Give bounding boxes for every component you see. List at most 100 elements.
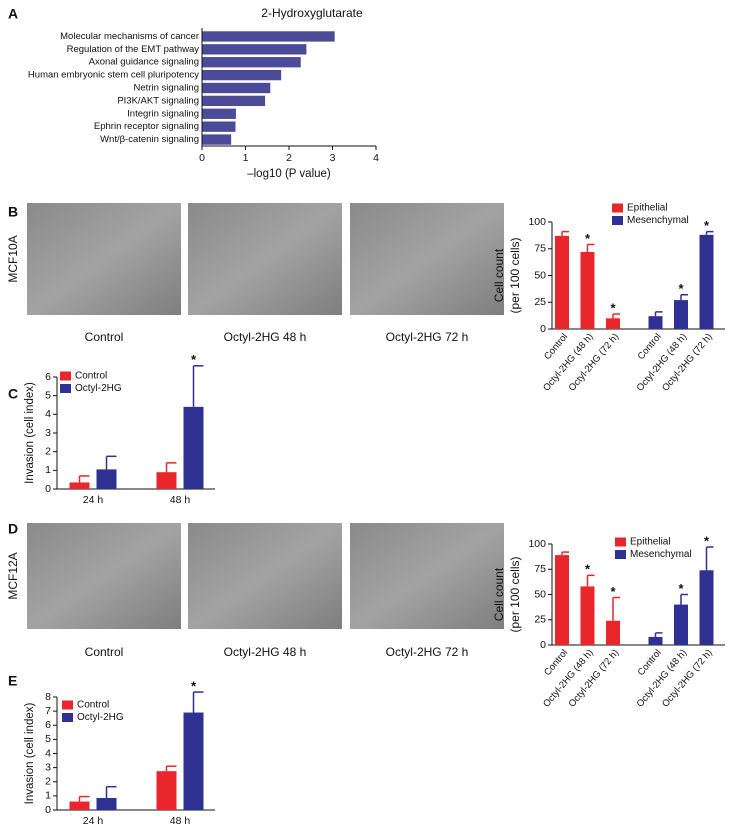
- y-tick-label: 5: [45, 389, 51, 401]
- y-tick-label: 5: [45, 733, 51, 745]
- y-tick-label: 0: [45, 804, 51, 816]
- significance: *: [585, 562, 591, 577]
- bar: [183, 712, 204, 810]
- row-label: MCF12A: [6, 552, 20, 599]
- micrograph: [188, 203, 342, 315]
- significance: *: [585, 231, 591, 246]
- x-tick-label: 24 h: [83, 494, 104, 506]
- significance: *: [704, 533, 710, 548]
- micrograph: [27, 203, 181, 315]
- bar: [606, 620, 620, 645]
- y-tick-label: 25: [534, 614, 546, 626]
- image-caption: Control: [85, 330, 124, 344]
- bar: [580, 251, 595, 329]
- significance: *: [191, 678, 197, 693]
- y-tick-label: 100: [528, 538, 546, 550]
- chart-title: 2-Hydroxyglutarate: [261, 6, 363, 20]
- y-axis-label: (per 100 cells): [508, 237, 522, 313]
- bar: [69, 482, 90, 489]
- y-tick-label: 75: [534, 243, 546, 255]
- bar: [69, 801, 90, 810]
- panel-letter: B: [8, 204, 18, 220]
- legend-swatch: [612, 203, 623, 213]
- micrograph: [350, 203, 504, 315]
- panel-letter: E: [8, 673, 17, 689]
- x-tick-label: 1: [243, 152, 249, 164]
- bar: [202, 82, 271, 94]
- legend-swatch: [62, 713, 73, 722]
- legend-label: Mesenchymal: [630, 549, 692, 560]
- y-axis-label: Invasion (cell index): [24, 703, 36, 805]
- y-tick-label: 100: [528, 216, 546, 228]
- y-tick-label: 2: [45, 445, 51, 457]
- legend-swatch: [615, 537, 626, 547]
- y-tick-label: 0: [540, 323, 546, 335]
- y-tick-label: 0: [45, 483, 51, 495]
- y-tick-label: 3: [45, 427, 51, 439]
- legend-label: Octyl-2HG: [77, 712, 124, 723]
- image-caption: Octyl-2HG 48 h: [224, 645, 307, 659]
- category-label: Wnt/β-catenin signaling: [100, 134, 199, 145]
- legend-swatch: [60, 371, 71, 381]
- panel-letter: D: [8, 521, 18, 537]
- bar: [202, 57, 301, 68]
- y-tick-label: 2: [45, 776, 51, 788]
- image-caption: Control: [85, 645, 124, 659]
- bar: [202, 95, 266, 107]
- x-tick-label: 3: [330, 152, 336, 164]
- y-tick-label: 75: [534, 563, 546, 575]
- y-tick-label: 25: [534, 296, 546, 308]
- legend-swatch: [612, 216, 623, 225]
- bar: [202, 134, 232, 145]
- y-tick-label: 0: [540, 639, 546, 651]
- x-tick-label: 48 h: [170, 494, 191, 506]
- y-tick-label: 6: [45, 371, 51, 383]
- x-tick-label: 24 h: [83, 815, 104, 827]
- bar: [606, 318, 620, 329]
- bar: [202, 44, 307, 55]
- bar: [555, 555, 569, 645]
- x-tick-label: 0: [199, 152, 205, 164]
- bar: [648, 636, 663, 645]
- y-axis-label: (per 100 cells): [508, 556, 522, 632]
- bar: [202, 121, 236, 132]
- significance: *: [610, 584, 616, 599]
- y-axis-label: Cell count: [492, 248, 506, 302]
- x-tick-label: 48 h: [170, 815, 191, 827]
- significance: *: [678, 281, 684, 296]
- category-label: PI3K/AKT signaling: [117, 95, 199, 106]
- bar: [555, 235, 569, 329]
- x-tick-label: 4: [373, 152, 379, 164]
- y-tick-label: 4: [45, 747, 51, 759]
- bar: [699, 234, 714, 329]
- significance: *: [704, 218, 710, 233]
- bar: [156, 771, 177, 810]
- bar: [183, 406, 204, 489]
- y-tick-label: 1: [45, 790, 51, 802]
- legend-label: Mesenchymal: [627, 215, 689, 226]
- micrograph: [350, 523, 504, 629]
- significance: *: [610, 300, 616, 315]
- image-caption: Octyl-2HG 72 h: [386, 645, 469, 659]
- bar: [699, 570, 714, 645]
- legend-label: Epithelial: [630, 537, 671, 548]
- image-caption: Octyl-2HG 72 h: [386, 330, 469, 344]
- significance: *: [191, 352, 197, 367]
- category-label: Human embryonic stem cell pluripotency: [28, 70, 199, 81]
- category-label: Netrin signaling: [134, 83, 199, 94]
- category-label: Integrin signaling: [127, 108, 199, 119]
- y-axis-label: Cell count: [492, 567, 506, 621]
- bar: [580, 586, 595, 645]
- y-tick-label: 1: [45, 464, 51, 476]
- legend-label: Octyl-2HG: [75, 383, 122, 394]
- category-label: Ephrin receptor signaling: [94, 121, 199, 132]
- legend-swatch: [62, 700, 73, 710]
- panel-letter: C: [8, 386, 18, 402]
- bar: [674, 604, 688, 645]
- x-axis-label: –log10 (P value): [247, 168, 331, 180]
- legend-swatch: [60, 384, 71, 393]
- legend-label: Epithelial: [627, 203, 668, 214]
- y-tick-label: 3: [45, 761, 51, 773]
- y-tick-label: 50: [534, 588, 546, 600]
